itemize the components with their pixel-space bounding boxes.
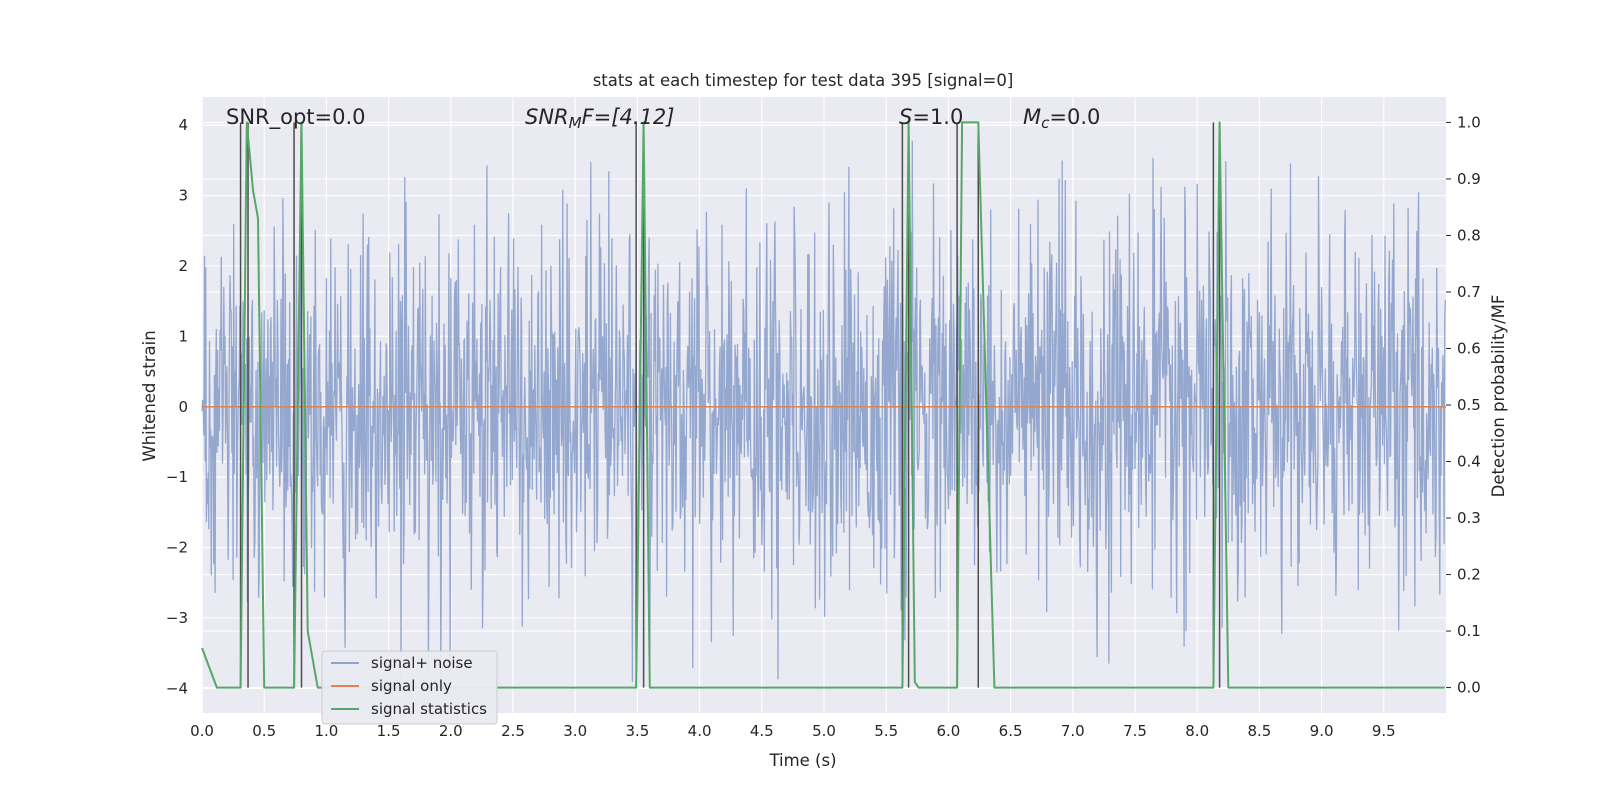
y-tick-label-1: 3 (178, 187, 188, 205)
x-tick-label-3: 1.5 (377, 722, 401, 740)
annotation-mc-sub: c (1041, 114, 1050, 132)
x-tick-label-4: 2.0 (439, 722, 463, 740)
annotation-snr-mf-sub: M (569, 114, 582, 132)
annotation-snr-mf: SNRMF=[4.12] (525, 105, 674, 132)
x-tick-label-15: 7.5 (1123, 722, 1147, 740)
annotation-s-var: S (899, 105, 912, 129)
x-tick-label-1: 0.5 (252, 722, 276, 740)
y-right-tick-label-4: 0.6 (1457, 339, 1481, 357)
y-right-tick-label-7: 0.3 (1457, 509, 1481, 527)
annotation-snr-mf-rest: F=[4.12] (582, 105, 675, 129)
y-right-tick-label-0: 1.0 (1457, 113, 1481, 131)
x-tick-label-2: 1.0 (314, 722, 338, 740)
y-tick-label-8: −4 (166, 679, 188, 697)
y-tick-label-0: 4 (178, 116, 188, 134)
x-tick-label-6: 3.0 (563, 722, 587, 740)
legend-entry-signal-noise: signal+ noise (371, 654, 473, 672)
chart-title: stats at each timestep for test data 395… (593, 71, 1014, 90)
x-tick-label-18: 9.0 (1310, 722, 1334, 740)
y-right-tick-label-1: 0.9 (1457, 170, 1481, 188)
legend-entry-signal-statistics: signal statistics (371, 700, 487, 718)
y-right-tick-label-3: 0.7 (1457, 283, 1481, 301)
y-tick-label-6: −2 (166, 539, 188, 557)
x-tick-label-16: 8.0 (1185, 722, 1209, 740)
x-tick-label-5: 2.5 (501, 722, 525, 740)
x-tick-label-12: 6.0 (936, 722, 960, 740)
legend-box (321, 650, 498, 725)
annotation-mc: Mc=0.0 (1023, 105, 1100, 132)
y-right-tick-label-10: 0.0 (1457, 679, 1481, 697)
y-right-tick-label-2: 0.8 (1457, 226, 1481, 244)
y-tick-label-7: −3 (166, 609, 188, 627)
y-tick-label-2: 2 (178, 257, 188, 275)
x-tick-label-13: 6.5 (999, 722, 1023, 740)
y-right-tick-label-5: 0.5 (1457, 396, 1481, 414)
annotation-mc-var: M (1023, 105, 1041, 129)
x-tick-label-14: 7.0 (1061, 722, 1085, 740)
y-axis-right-label: Detection probability/MF (1489, 295, 1508, 498)
line-signal-noise (201, 129, 1447, 682)
legend-entry-signal-only: signal only (371, 677, 452, 695)
series-signal-statistics (201, 121, 1445, 689)
x-axis-label: Time (s) (768, 751, 836, 770)
x-tick-label-19: 9.5 (1372, 722, 1396, 740)
legend: signal+ noise signal only signal statist… (321, 650, 498, 725)
y-axis-label: Whitened strain (140, 330, 159, 461)
tick-labels: 0.0 0.5 1.0 1.5 2.0 2.5 3.0 3.5 4.0 4.5 5.0 5.5 6.0 6… (166, 113, 1481, 740)
y-tick-label-3: 1 (178, 327, 188, 345)
series-signal-noise (201, 129, 1447, 682)
x-tick-label-7: 3.5 (625, 722, 649, 740)
x-tick-label-0: 0.0 (190, 722, 214, 740)
x-tick-label-10: 5.0 (812, 722, 836, 740)
annotation-snr-mf-base: SNR (525, 105, 569, 129)
annotation-s: S=1.0 (899, 105, 963, 129)
y-right-tick-label-8: 0.2 (1457, 566, 1481, 584)
y-tick-label-4: 0 (178, 398, 188, 416)
x-tick-label-17: 8.5 (1247, 722, 1271, 740)
y-tick-label-5: −1 (166, 468, 188, 486)
annotation-s-rest: =1.0 (912, 105, 963, 129)
x-tick-label-8: 4.0 (688, 722, 712, 740)
x-tick-label-11: 5.5 (874, 722, 898, 740)
y-right-tick-label-6: 0.4 (1457, 453, 1481, 471)
line-signal-statistics (201, 121, 1445, 689)
annotation-mc-rest: =0.0 (1049, 105, 1100, 129)
x-tick-label-9: 4.5 (750, 722, 774, 740)
y-right-tick-label-9: 0.1 (1457, 622, 1481, 640)
annotation-snr-opt: SNR_opt=0.0 (226, 105, 366, 130)
vertical-markers (239, 122, 1221, 688)
